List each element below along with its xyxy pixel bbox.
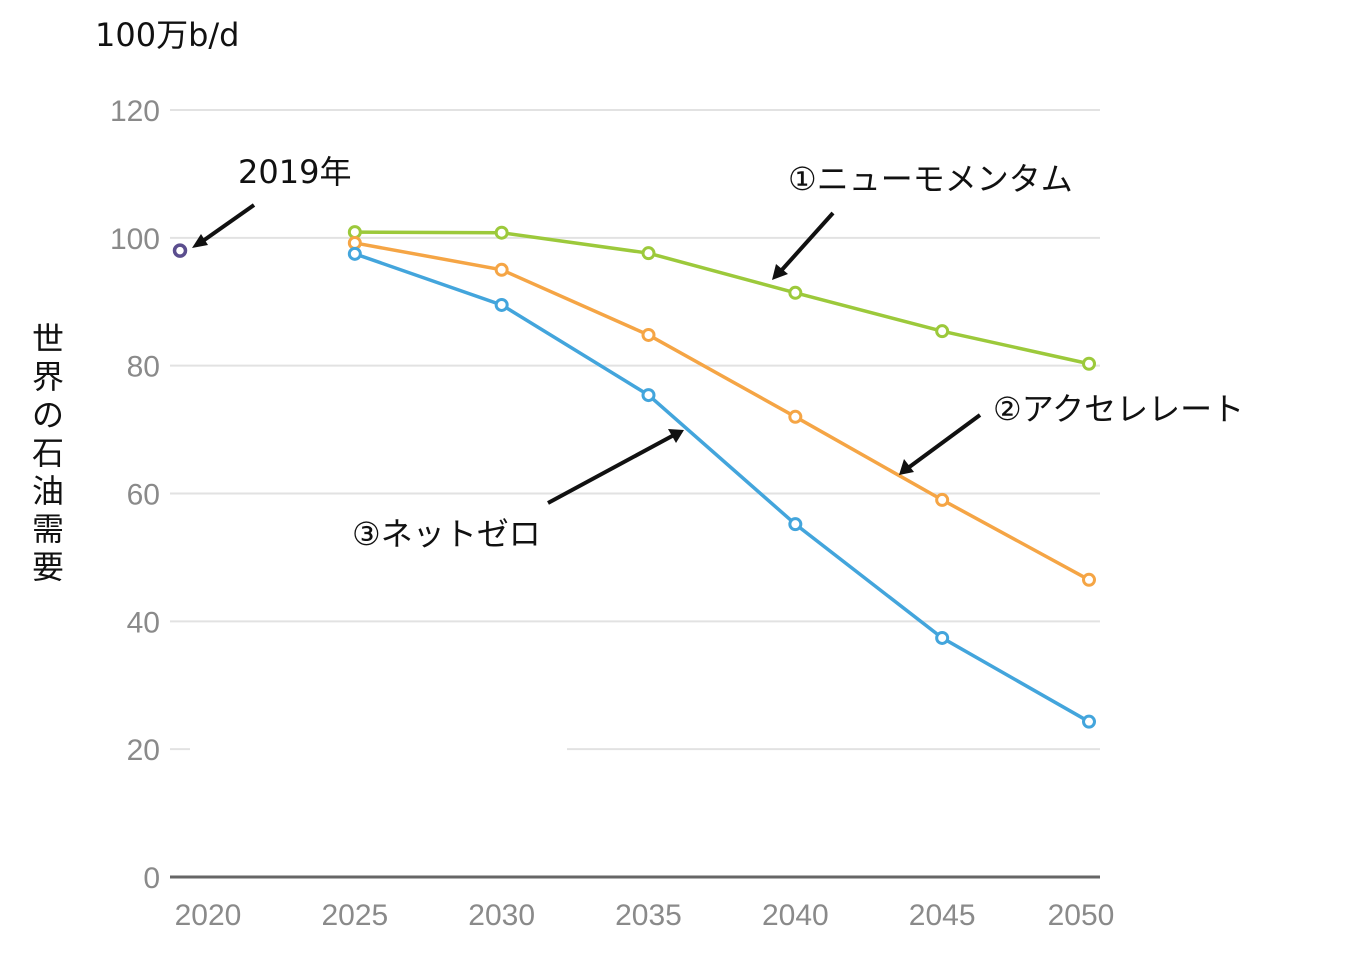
unit-label: 100万b/d: [95, 16, 240, 54]
x-tick-label: 2030: [468, 899, 535, 932]
data-point: [494, 262, 509, 277]
data-point: [347, 246, 362, 261]
data-point: [935, 492, 950, 507]
x-tick-label: 2025: [321, 899, 388, 932]
y-tick-label: 100: [110, 223, 160, 256]
x-tick-label: 2045: [909, 899, 976, 932]
data-point: [347, 225, 362, 240]
y-axis-label: 世界の石油需要: [32, 320, 64, 586]
series-line: [354, 230, 1090, 366]
series-3: [347, 246, 1096, 729]
gridlines: [170, 109, 1100, 879]
y-tick-label: 120: [110, 95, 160, 128]
data-point-2019: [172, 243, 188, 258]
annotations: [198, 203, 982, 505]
annotation-new-momentum: ①ニューモメンタム: [788, 160, 1073, 198]
y-tick-labels: 0 20 40 60 80 100 120: [110, 95, 160, 895]
x-tick-label: 2035: [615, 899, 682, 932]
data-point: [935, 630, 950, 645]
series-line: [354, 241, 1090, 582]
y-tick-label: 60: [127, 479, 160, 512]
data-point: [494, 225, 509, 240]
arrow-new-momentum: [778, 211, 835, 274]
annotation-2019: 2019年: [238, 153, 351, 191]
data-point: [641, 327, 656, 342]
data-point: [1082, 572, 1096, 587]
y-tick-label: 0: [143, 862, 160, 895]
data-point: [641, 388, 656, 403]
x-tick-labels: 2020 2025 2030 2035 2040 2045 2050: [175, 899, 1115, 932]
arrow-net-zero: [547, 433, 675, 505]
data-point: [494, 297, 509, 312]
data-point: [347, 235, 362, 250]
x-tick-label: 2050: [1048, 899, 1115, 932]
data-point: [935, 324, 950, 339]
data-point: [788, 409, 803, 424]
y-tick-label: 20: [127, 734, 160, 767]
series-lines: [172, 225, 1096, 729]
data-point: [1082, 356, 1096, 371]
data-point: [788, 285, 803, 300]
x-tick-label: 2040: [762, 899, 829, 932]
arrow-accelerate: [906, 413, 982, 470]
y-tick-label: 80: [127, 351, 160, 384]
arrow-heads: [192, 234, 914, 475]
series-1: [347, 225, 1096, 371]
data-point: [1082, 714, 1096, 729]
x-tick-label: 2020: [175, 899, 242, 932]
arrow-2019: [198, 203, 256, 245]
annotation-net-zero: ③ネットゼロ: [352, 515, 541, 553]
data-point: [641, 246, 656, 261]
data-point: [788, 517, 803, 532]
series-2: [347, 235, 1096, 587]
annotation-accelerate: ②アクセレレート: [993, 390, 1244, 428]
series-line: [354, 252, 1090, 724]
y-tick-label: 40: [127, 606, 160, 639]
